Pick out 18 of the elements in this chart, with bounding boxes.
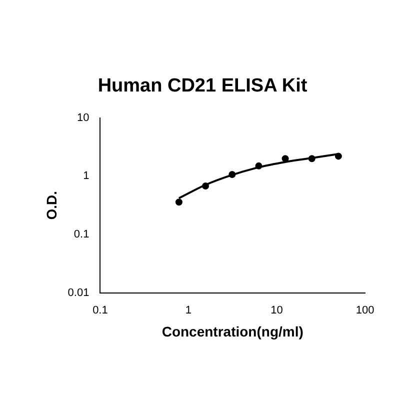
x-axis-title: Concentration(ng/ml) [162,323,304,340]
x-tick-label: 0.1 [92,304,108,317]
point [334,152,342,160]
point [282,155,289,162]
x-tick-label: 100 [356,304,374,317]
y-tick-label: 0.01 [68,287,90,300]
y-tick-label: 0.1 [74,228,90,241]
point [175,198,182,206]
point [308,155,316,162]
chart-title: Human CD21 ELISA Kit [98,76,308,97]
x-tick-label: 10 [270,304,283,317]
point [228,170,236,178]
point [202,182,210,190]
point [255,162,262,170]
x-tick-label: 1 [185,304,192,317]
y-tick-label: 1 [83,170,90,182]
y-axis-title: O.D. [43,191,60,220]
y-tick-label: 10 [76,112,90,124]
